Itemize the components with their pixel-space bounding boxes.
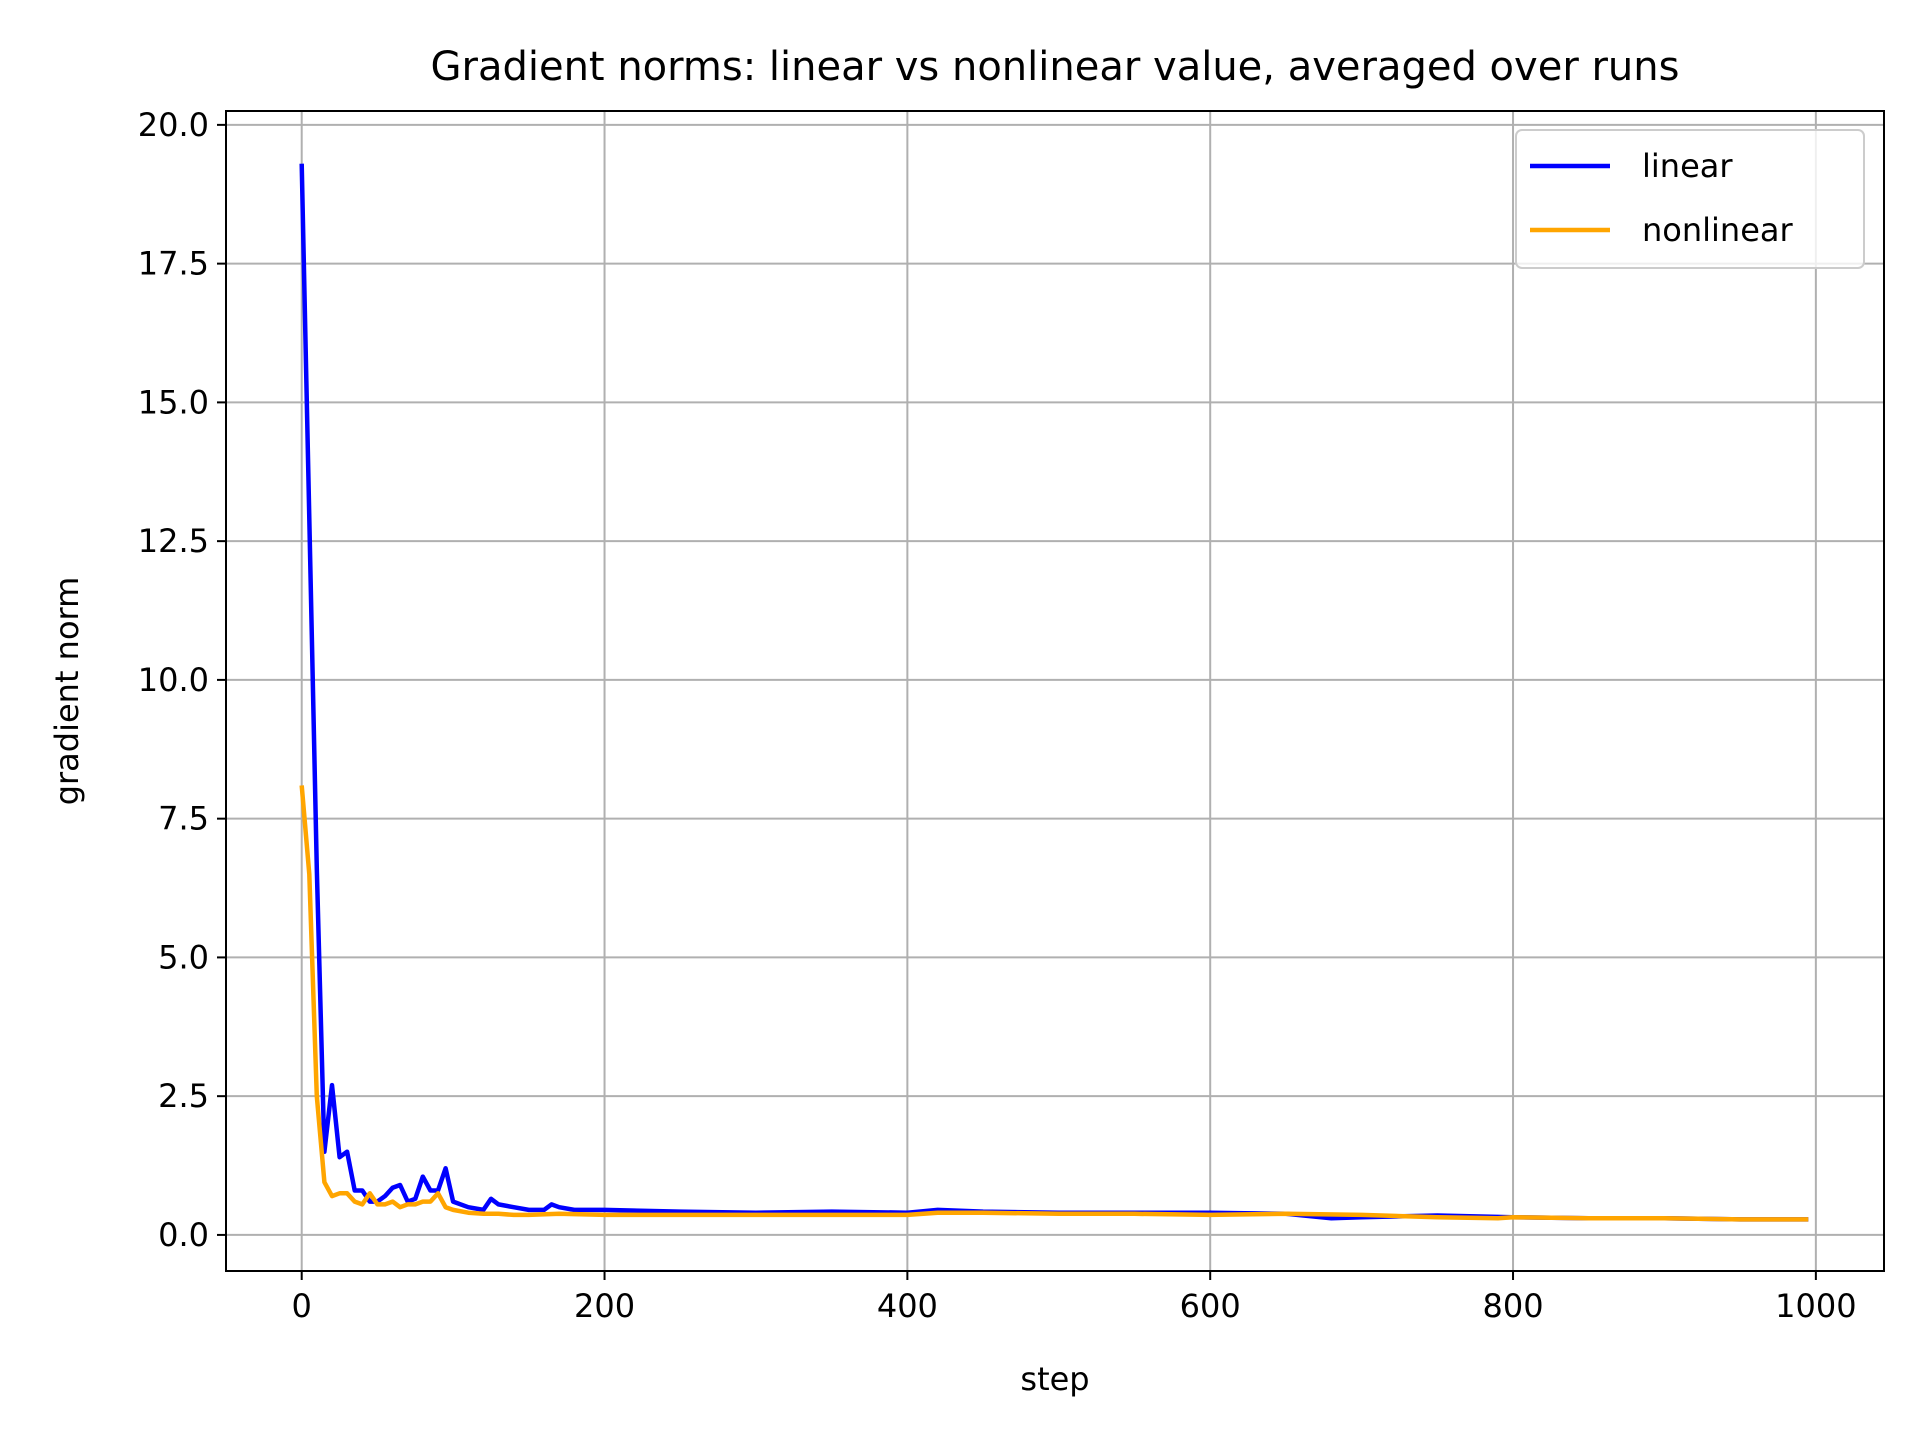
legend-label-linear: linear	[1642, 147, 1733, 185]
y-tick-label: 7.5	[158, 800, 209, 838]
grid-layer	[226, 111, 1884, 1271]
x-tick-label: 800	[1482, 1287, 1543, 1325]
y-tick-label: 2.5	[158, 1077, 209, 1115]
x-tick-label: 0	[292, 1287, 312, 1325]
x-tick-label: 1000	[1775, 1287, 1856, 1325]
legend-label-nonlinear: nonlinear	[1642, 211, 1794, 249]
y-tick-label: 17.5	[138, 245, 209, 283]
series-line-linear	[299, 163, 1809, 1222]
y-tick-label: 15.0	[138, 383, 209, 421]
series-line-nonlinear	[299, 785, 1809, 1222]
x-tick-label: 400	[877, 1287, 938, 1325]
y-tick-label: 20.0	[138, 106, 209, 144]
tick-layer: 0 200 400 600 800 1000 0.0 2.5 5.0 7.5 10.0 12.5 15.…	[138, 106, 1857, 1325]
legend: linear nonlinear	[1515, 129, 1865, 269]
x-tick-label: 200	[574, 1287, 635, 1325]
y-tick-label: 5.0	[158, 938, 209, 976]
y-tick-label: 12.5	[138, 522, 209, 560]
plot-frame	[225, 110, 1885, 1272]
series-layer	[299, 163, 1809, 1222]
x-axis-label: step	[1020, 1360, 1089, 1398]
y-tick-label: 10.0	[138, 661, 209, 699]
y-axis-label: gradient norm	[48, 577, 86, 806]
y-tick-label: 0.0	[158, 1216, 209, 1254]
x-tick-label: 600	[1180, 1287, 1241, 1325]
chart-title: Gradient norms: linear vs nonlinear valu…	[431, 44, 1680, 90]
